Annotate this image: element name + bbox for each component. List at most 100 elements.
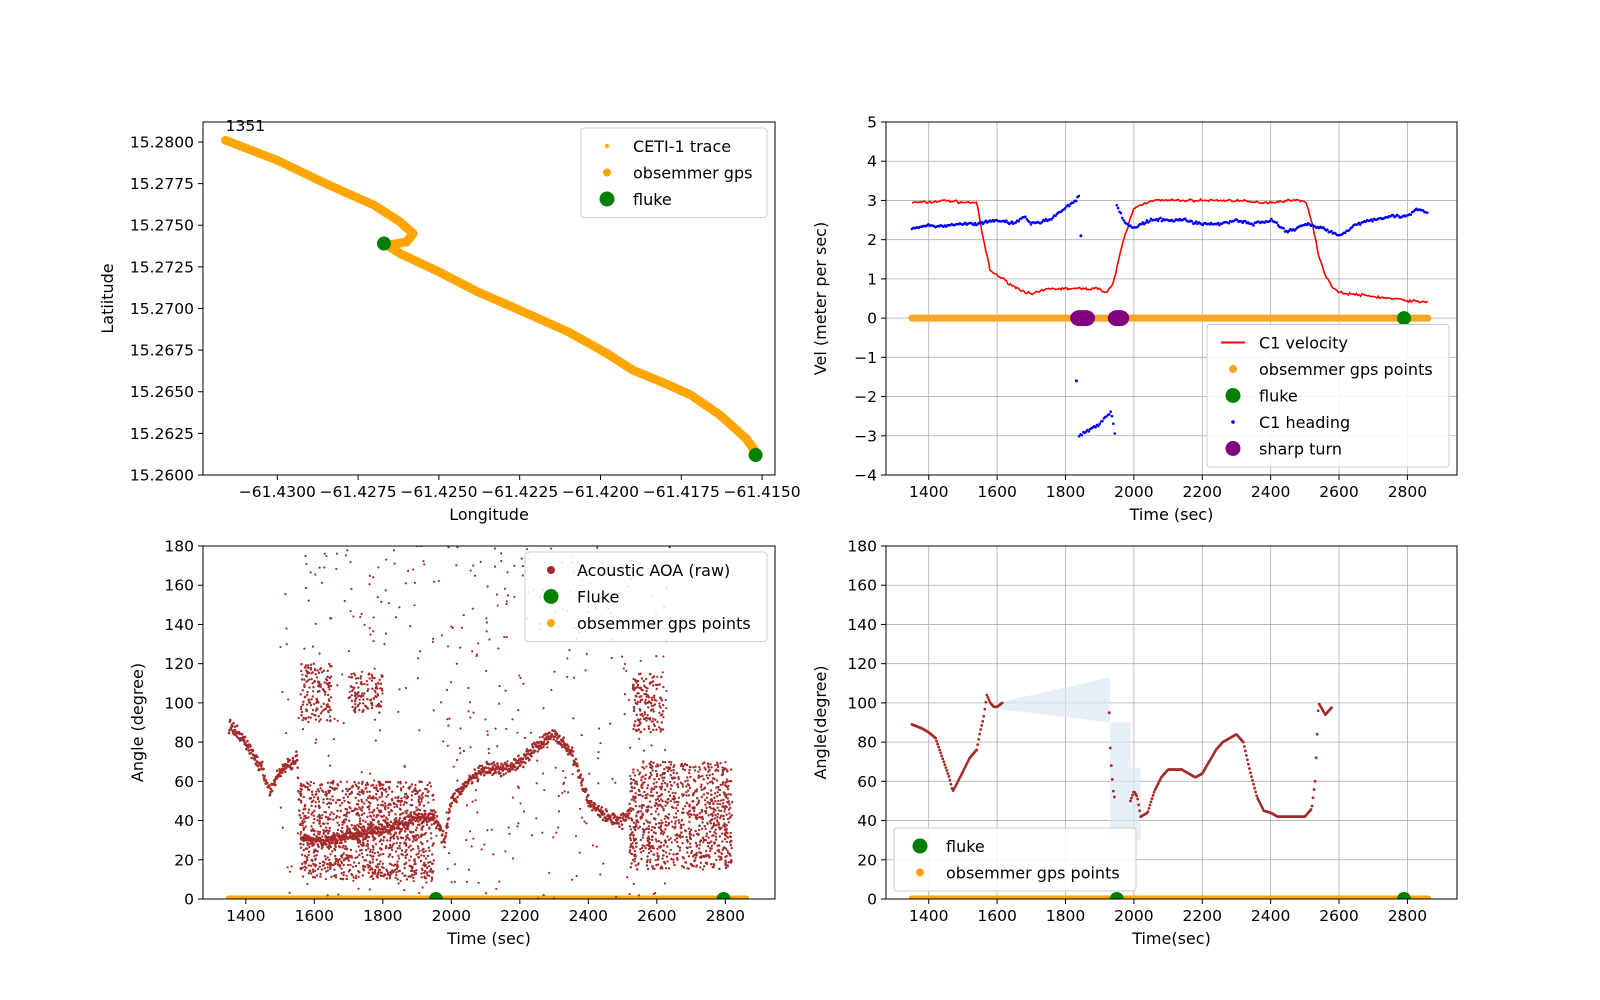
aoa-point [655,687,658,691]
aoa-point [343,837,347,841]
aoa-point [388,873,392,877]
aoa-point [317,804,321,807]
aoa-point [268,793,272,796]
aoa-point [419,859,423,863]
aoa-point [373,667,376,670]
aoa-point [297,716,300,720]
aoa-point [637,894,640,897]
aoa-point [356,808,359,811]
aoa-point [325,554,328,558]
aoa-point [342,871,346,874]
aoa-point [279,806,282,809]
aoa-point [632,727,635,731]
aoa-point [315,853,318,857]
aoa-point [417,836,421,839]
aoa-point [619,819,623,823]
aoa-point [329,853,332,856]
aoa-point [710,766,713,769]
aoa-point [381,689,384,692]
aoa-point [325,862,329,866]
aoa-point [301,703,305,706]
aoa-filtered-point [1131,793,1134,797]
x-tick-label: 1600 [977,483,1016,501]
aoa-point [456,779,459,782]
x-tick-label: −61.4175 [643,483,720,501]
aoa-point [710,844,714,848]
aoa-point [425,866,429,869]
aoa-point [530,751,534,755]
aoa-point [573,760,576,764]
aoa-point [573,676,576,679]
aoa-point [476,778,480,781]
aoa-point [411,823,415,826]
aoa-point [499,772,502,775]
aoa-point [373,851,376,855]
aoa-point [307,853,310,857]
aoa-point [614,815,617,818]
aoa-point [414,789,418,793]
aoa-point [683,804,687,808]
aoa-point [430,837,433,840]
aoa-point [373,676,376,680]
aoa-point [327,847,331,851]
aoa-point [694,856,697,859]
aoa-point [542,740,546,744]
aoa-point [363,682,366,686]
aoa-point [364,859,368,862]
aoa-point [405,878,409,881]
fluke-point [748,448,763,463]
aoa-point [393,562,396,565]
aoa-point [363,829,367,833]
aoa-point [278,767,281,771]
aoa-point [571,754,574,757]
aoa-point [629,836,632,840]
aoa-point [412,568,415,571]
aoa-point [580,816,584,819]
aoa-point [408,838,411,842]
aoa-point [404,842,408,845]
aoa-point [661,728,665,731]
aoa-point [455,800,459,804]
aoa-point [728,803,731,806]
aoa-point [318,830,322,834]
aoa-point [314,573,317,576]
aoa-point [405,812,408,815]
aoa-point [314,805,317,808]
aoa-point [314,709,318,712]
aoa-point [249,752,253,755]
aoa-point [697,774,701,777]
aoa-point [496,764,500,768]
aoa-point [678,821,681,824]
aoa-point [602,812,606,816]
aoa-point [491,765,495,768]
aoa-point [393,802,396,806]
aoa-point [412,876,415,880]
aoa-point [336,684,339,687]
axes-frame [885,121,1458,476]
aoa-point [302,849,305,852]
aoa-point [725,793,728,796]
aoa-point [418,796,422,799]
aoa-point [693,791,696,795]
aoa-point [386,829,390,832]
aoa-point [295,758,299,762]
aoa-point [639,810,643,813]
aoa-point [703,786,707,789]
aoa-point [371,868,374,871]
aoa-point [308,678,311,681]
aoa-point [705,774,708,777]
heading-point [1159,216,1162,220]
aoa-point [459,727,462,730]
aoa-point [695,797,699,800]
aoa-point [629,746,632,749]
aoa-point [312,862,315,866]
aoa-point [670,857,673,861]
aoa-point [360,831,363,834]
aoa-point [496,762,499,765]
aoa-point [310,825,313,828]
aoa-point [680,864,684,868]
heading-point [1160,219,1164,223]
aoa-point [387,785,391,789]
aoa-point [645,796,649,799]
aoa-point [645,689,648,693]
